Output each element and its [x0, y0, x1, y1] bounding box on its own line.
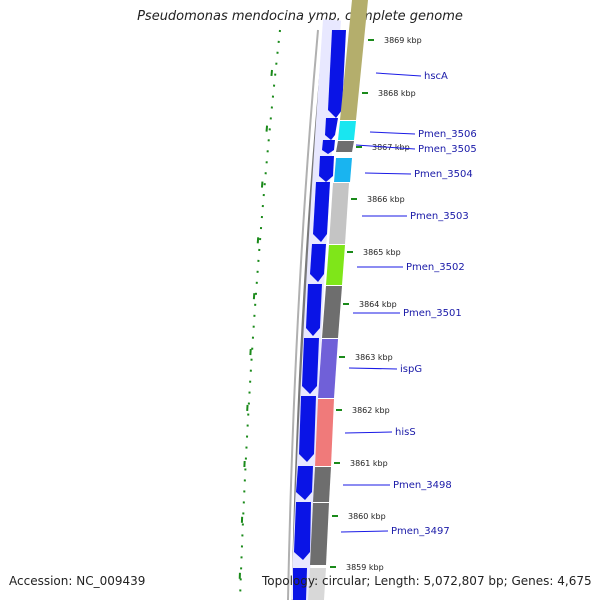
cds-strand	[293, 30, 346, 600]
gene-block-Pmen_3501	[322, 286, 342, 338]
gene-block-hscA	[340, 0, 368, 120]
gene-label-leader	[355, 144, 416, 150]
cds-arrow	[306, 284, 322, 336]
gene-block-Pmen_3505	[336, 141, 354, 152]
gene-labels: hscA Pmen_3506 Pmen_3505 Pmen_3504 Pmen_3503…	[340, 71, 477, 537]
cds-arrow	[313, 182, 330, 242]
gene-block-Pmen_3504	[334, 158, 352, 182]
gene-blocks	[308, 0, 368, 600]
cds-arrow	[293, 568, 307, 600]
topology-text: Topology: circular; Length: 5,072,807 bp…	[262, 574, 592, 588]
gene-block-Pmen_3498	[313, 467, 331, 502]
gene-block-hisS	[315, 399, 334, 466]
gene-label[interactable]: hisS	[395, 427, 416, 438]
inner-tick-ring	[238, 69, 273, 600]
gene-label-leader	[364, 172, 412, 175]
kbp-tick-label: 3868 kbp	[378, 89, 416, 98]
genome-title: Pseudomonas mendocina ymp, complete geno…	[137, 9, 463, 24]
gene-block-tail	[308, 568, 326, 600]
gene-label[interactable]: hscA	[424, 71, 448, 82]
outer-tick-ring	[239, 29, 281, 600]
gene-label[interactable]: Pmen_3497	[391, 526, 450, 537]
gene-label[interactable]: Pmen_3505	[418, 144, 477, 155]
kbp-tick-label: 3866 kbp	[367, 195, 405, 204]
cds-arrow	[296, 466, 313, 500]
gene-label[interactable]: Pmen_3503	[410, 211, 469, 222]
gene-label[interactable]: Pmen_3498	[393, 480, 452, 491]
cds-arrow	[310, 244, 326, 282]
gene-label-leader	[344, 431, 393, 434]
gene-label-leader	[340, 530, 389, 533]
cds-arrow	[294, 502, 311, 560]
cds-arrow	[302, 338, 319, 394]
kbp-tick-label: 3869 kbp	[384, 36, 422, 45]
gene-label-leader	[348, 367, 398, 370]
gene-block-Pmen_3503	[329, 183, 349, 244]
cds-arrow	[322, 140, 335, 154]
gene-block-Pmen_3497	[310, 503, 329, 565]
cds-arrow	[319, 156, 334, 182]
gene-block-ispG	[318, 339, 338, 398]
kbp-tick-label: 3863 kbp	[355, 353, 393, 362]
cds-arrow	[328, 30, 346, 118]
gene-label-leader	[375, 72, 422, 77]
gene-label[interactable]: Pmen_3504	[414, 169, 473, 180]
kbp-tick-label: 3860 kbp	[348, 512, 386, 521]
gene-label-leader	[369, 131, 416, 135]
kbp-tick-label: 3862 kbp	[352, 406, 390, 415]
cds-arrow	[325, 118, 338, 140]
gene-block-Pmen_3506	[338, 121, 356, 140]
gene-label[interactable]: Pmen_3501	[403, 308, 462, 319]
kbp-tick-label: 3861 kbp	[350, 459, 388, 468]
backbone-inner	[287, 29, 319, 600]
gene-block-Pmen_3502	[326, 245, 345, 285]
kbp-tick-label: 3864 kbp	[359, 300, 397, 309]
kbp-tick-label: 3859 kbp	[346, 563, 384, 572]
cds-arrow	[299, 396, 316, 462]
gene-label[interactable]: ispG	[400, 364, 422, 375]
gene-label[interactable]: Pmen_3502	[406, 262, 465, 273]
accession-text: Accession: NC_009439	[9, 574, 146, 588]
gene-label[interactable]: Pmen_3506	[418, 129, 477, 140]
kbp-tick-label: 3865 kbp	[363, 248, 401, 257]
